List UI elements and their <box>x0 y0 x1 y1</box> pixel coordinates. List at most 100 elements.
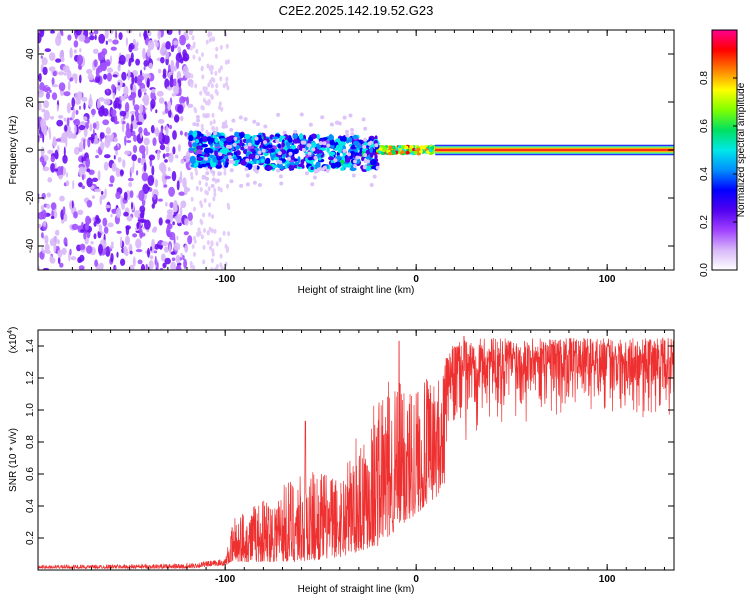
spectrogram-cell <box>100 190 104 195</box>
spectrogram-cell <box>392 151 397 155</box>
spectrogram-cell <box>175 254 181 264</box>
spectrogram-cell <box>286 145 292 149</box>
spectrogram-cell <box>91 195 95 199</box>
spectrogram-cell <box>240 146 245 151</box>
spectrogram-cell <box>157 30 162 40</box>
spectrogram-cell <box>182 177 187 189</box>
spectrogram-cell <box>47 177 53 183</box>
spectrogram-cell <box>207 132 212 137</box>
spectrogram-cell <box>74 125 77 134</box>
spectrogram-cell <box>397 145 402 149</box>
spectrogram-cell <box>209 79 212 85</box>
spectrogram-cell <box>297 156 301 164</box>
spectrogram-cell <box>102 217 108 227</box>
spectrogram-cell <box>75 109 79 115</box>
spectrogram-cell <box>353 164 358 168</box>
spectrogram-cell <box>263 140 267 145</box>
spectrogram-cell <box>168 64 171 72</box>
y-tick-label: 0.4 <box>25 499 36 513</box>
spectrogram-cell <box>179 130 183 136</box>
spectrogram-cell <box>90 241 94 245</box>
spectrogram-cell <box>42 166 50 172</box>
spectrogram-cell <box>136 121 143 126</box>
spectrogram-cell <box>404 145 409 150</box>
spectrogram-cell <box>245 173 250 178</box>
spectrogram-cell <box>351 144 356 150</box>
spectrogram-cell <box>72 180 75 190</box>
spectrogram-cell <box>178 86 182 96</box>
spectrogram-cell <box>139 205 146 213</box>
spectrogram-cell <box>150 246 153 252</box>
spectrogram-cell <box>191 35 195 41</box>
spectrogram-cell <box>115 30 118 40</box>
spectrogram-cell <box>234 159 240 163</box>
spectrogram-cell <box>195 185 199 191</box>
spectrogram-cell <box>59 195 65 202</box>
spectrogram-cell <box>70 256 77 261</box>
spectrogram-cell <box>94 188 102 193</box>
spectrogram-cell <box>49 52 56 61</box>
spectrogram-cell <box>132 233 138 238</box>
spectrogram-cell <box>307 151 312 156</box>
spectrogram-cell <box>63 117 67 122</box>
spectrogram-cell <box>157 198 163 202</box>
spectrogram-cell <box>111 209 115 213</box>
spectrogram-cell <box>105 204 111 209</box>
spectrogram-cell <box>225 76 229 82</box>
spectrogram-cell <box>341 164 349 168</box>
spectrogram-cell <box>110 213 113 218</box>
spectrogram-cell <box>227 152 232 156</box>
spectrogram-cell <box>57 257 61 264</box>
spectrogram-cell <box>362 144 367 149</box>
spectrogram-cell <box>117 82 121 86</box>
spectrogram-cell <box>247 142 252 147</box>
spectrogram-cell <box>351 173 356 178</box>
spectrogram-cell <box>53 242 57 253</box>
spectrogram-cell <box>177 104 184 114</box>
spectrogram-cell <box>79 105 81 110</box>
spectrogram-cell <box>391 145 396 150</box>
spectrogram-cell <box>131 130 136 137</box>
spectrogram-cell <box>139 32 142 38</box>
colorbar-tick-label: 0.8 <box>699 71 710 85</box>
spectrogram-cell <box>193 106 197 112</box>
spectrogram-cell <box>44 243 50 252</box>
spectrogram-cell <box>89 31 94 36</box>
y-tick-label: -20 <box>25 190 36 205</box>
x-tick-label: -100 <box>215 274 235 285</box>
spectrogram-cell <box>212 126 216 132</box>
spectrogram-cell <box>153 129 160 135</box>
spectrogram-cell <box>89 123 93 132</box>
spectrogram-cell <box>326 143 331 148</box>
spectrogram-cell <box>81 121 84 126</box>
spectrogram-cell <box>79 74 82 84</box>
spectrogram-cell <box>363 126 368 131</box>
colorbar-bar <box>711 29 738 271</box>
spectrogram-cell <box>214 150 219 157</box>
spectrogram-cell <box>294 161 300 166</box>
spectrogram-cell <box>214 143 220 147</box>
spectrogram-cell <box>190 196 194 202</box>
spectrogram-cell <box>99 195 103 205</box>
spectrogram-cell <box>277 143 282 149</box>
spectrogram-cell <box>197 133 204 137</box>
spectrogram-cell <box>231 118 236 123</box>
spectrogram-cell <box>257 137 263 143</box>
spectrogram-cell <box>310 166 314 170</box>
spectrogram-cell <box>126 122 130 132</box>
spectrogram-cell <box>200 66 204 72</box>
spectrogram-cell <box>48 126 51 134</box>
spectrogram-cell <box>73 146 80 155</box>
spectrogram-cell <box>153 194 157 200</box>
spectrogram-cell <box>75 30 82 36</box>
spectrogram-cell <box>142 183 150 195</box>
spectrogram-cell <box>192 142 196 146</box>
spectrogram-cell <box>89 93 92 103</box>
spectrogram-cell <box>128 44 133 53</box>
snr-scale-label: (x104) <box>7 327 19 354</box>
spectrogram-cell <box>203 198 207 203</box>
spectrogram-cell <box>205 100 208 106</box>
spectrogram-cell <box>233 136 238 141</box>
spectrogram-cell <box>151 203 155 209</box>
spectrogram-cell <box>164 107 169 114</box>
